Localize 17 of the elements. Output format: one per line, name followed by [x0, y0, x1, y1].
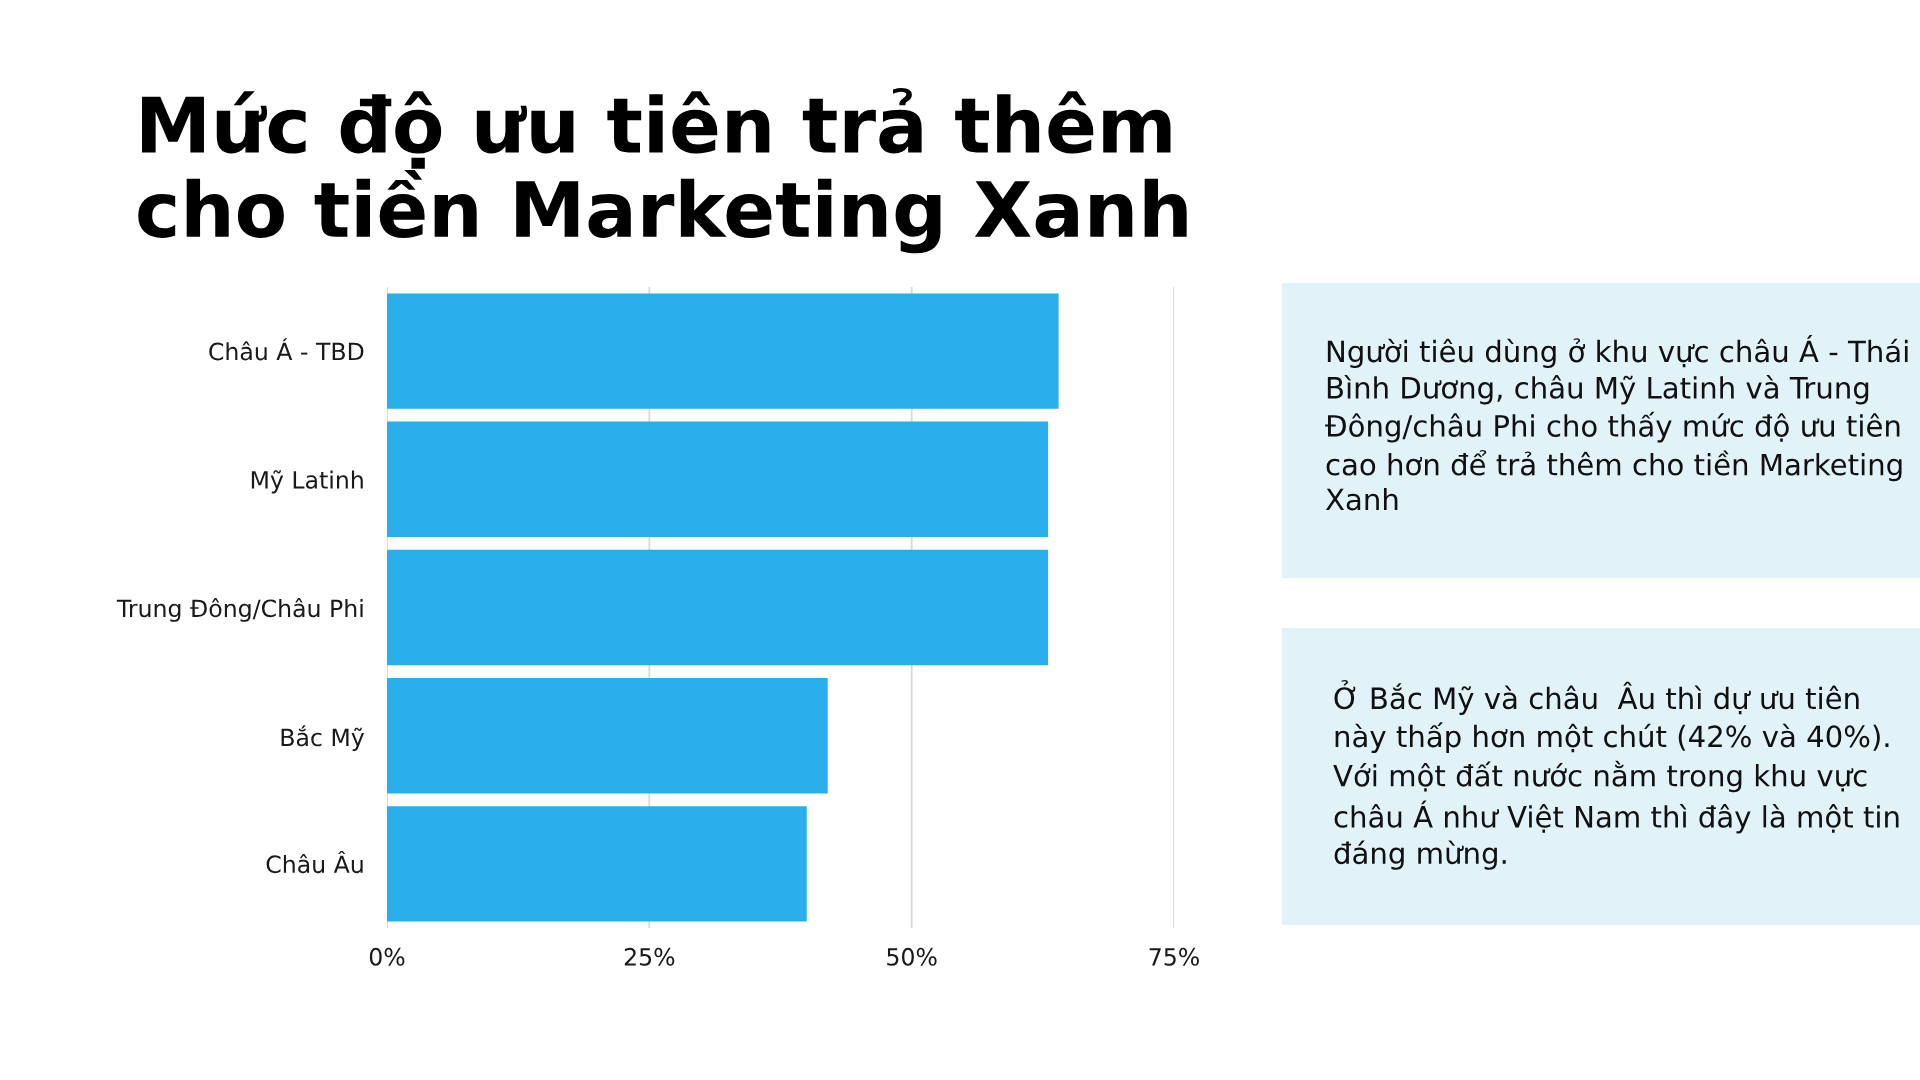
bar [387, 293, 1059, 409]
x-tick-label: 75% [1149, 947, 1199, 966]
x-tick-label: 0% [369, 947, 405, 966]
y-tick-label: Châu Âu [266, 851, 363, 874]
bar [387, 806, 807, 922]
chart-title: Mức độ ưu tiên trả thêm cho tiền Marketing Xanh [138, 88, 1187, 254]
y-tick-label: Mỹ Latinh [251, 470, 363, 494]
bar [387, 421, 1049, 537]
x-tick-label: 50% [887, 947, 937, 966]
x-tick-label: 25% [624, 947, 675, 966]
y-tick-label: Bắc Mỹ [281, 725, 365, 751]
bar [387, 549, 1049, 666]
bar [387, 678, 828, 794]
text: Ở Bắc Mỹ và châu Âu thì dự ưu tiên này thấp hơn một chút (42% và 40%). Với một đất nước nằm trong khu vực châu Á như Việt Nam thì đây là một tin đáng mừng. [1333, 680, 1899, 870]
y-tick-label: Trung Đông/Châu Phi [116, 598, 363, 622]
y-tick-label: Châu Á - TBD [209, 338, 364, 361]
text: Người tiêu dùng ở khu vực châu Á - Thái Bình Dương, châu Mỹ Latinh và Trung Đông/châu Phi cho thấy mức độ ưu tiên cao hơn để trả thêm cho tiền Marketing Xanh [1325, 335, 1908, 511]
